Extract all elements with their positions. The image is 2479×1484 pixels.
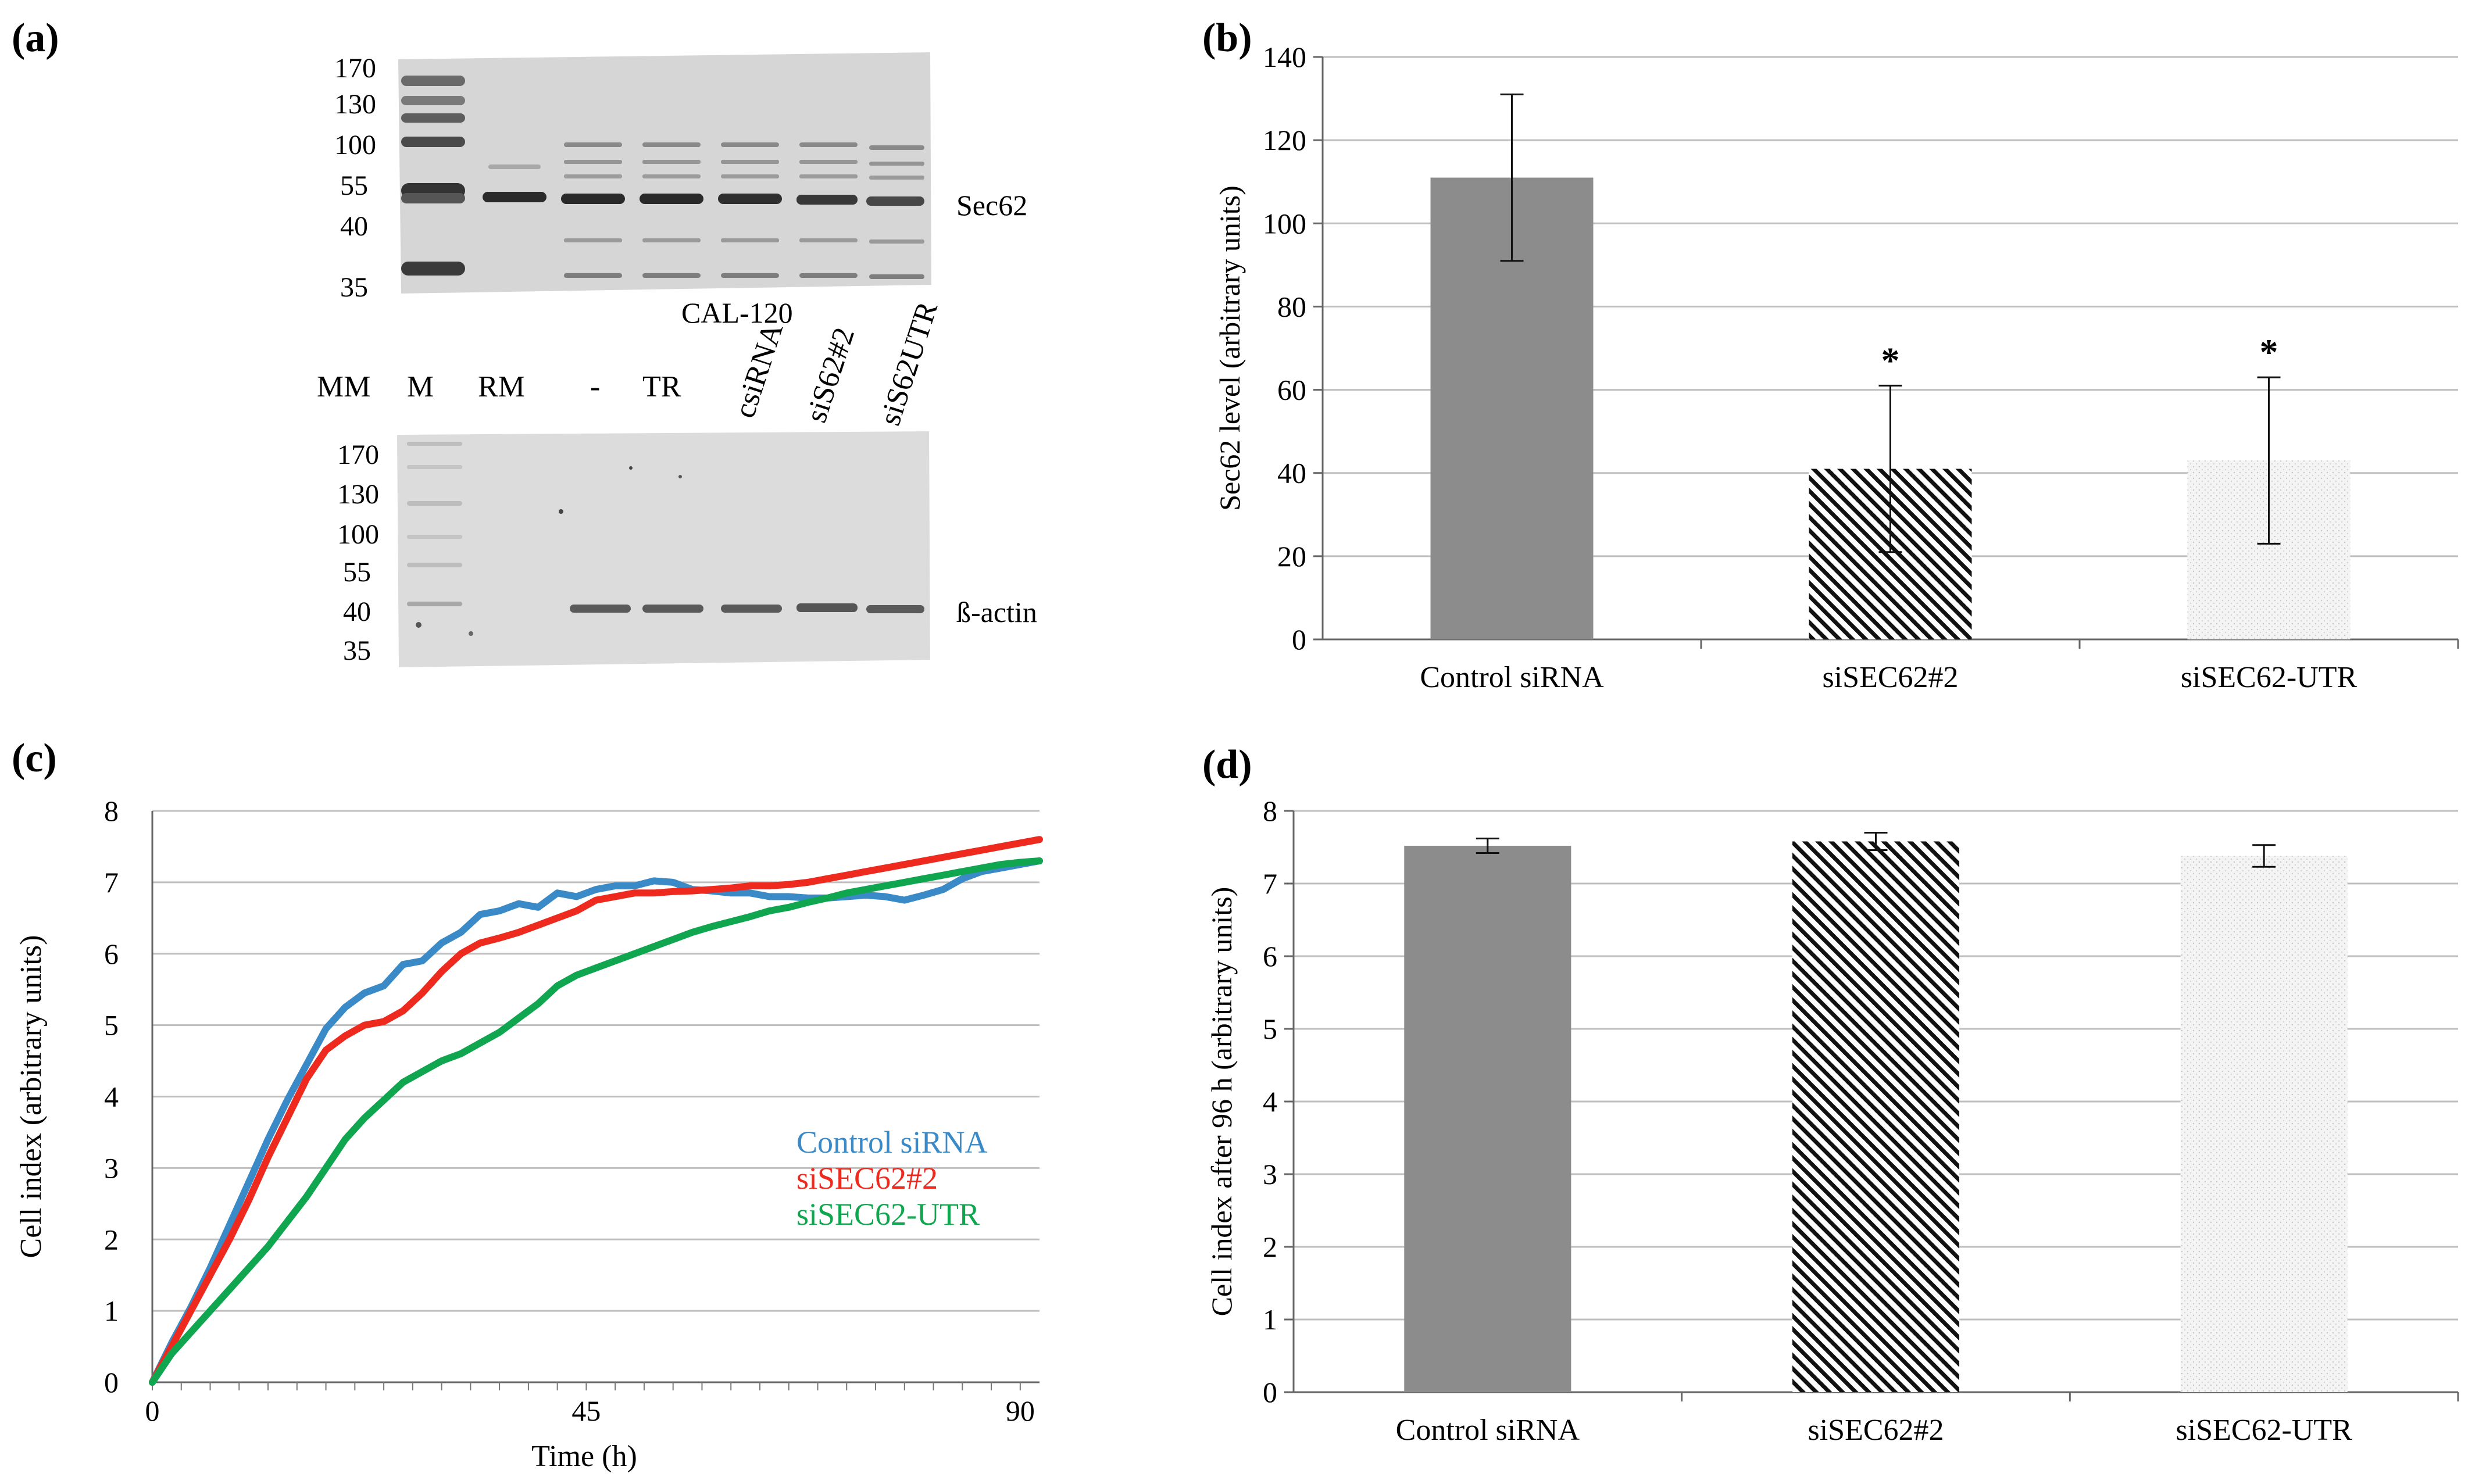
cell-line-label: CAL-120 <box>681 296 793 329</box>
category-label: Control siRNA <box>1420 661 1604 694</box>
lane-label: siS62#2 <box>799 324 861 427</box>
mw-marker: 100 <box>337 519 379 550</box>
y-tick-label: 7 <box>1263 867 1277 900</box>
y-axis-label: Sec62 level (arbitrary units) <box>1213 185 1246 511</box>
y-tick-label: 3 <box>1263 1158 1277 1190</box>
y-tick-label: 100 <box>1263 207 1306 239</box>
x-tick-label: 0 <box>145 1394 160 1427</box>
blot-sec62 <box>398 52 931 294</box>
blot-bottom-mw-markers: 170 130 100 55 40 35 <box>337 439 379 666</box>
series-line <box>149 836 1043 1386</box>
y-tick-label: 7 <box>104 866 119 899</box>
lane-label: M <box>407 370 434 403</box>
blot-protein-beta-actin: ß-actin <box>956 596 1037 628</box>
y-tick-label: 20 <box>1277 540 1306 573</box>
panel-d-label: (d) <box>1202 742 1252 787</box>
legend-entry: siSEC62-UTR <box>796 1197 980 1232</box>
series-line <box>149 857 1043 1386</box>
x-axis-label: Time (h) <box>531 1440 637 1473</box>
y-tick-label: 1 <box>104 1295 119 1327</box>
y-tick-label: 2 <box>1263 1231 1277 1263</box>
y-axis-label: Cell index (arbitrary units) <box>15 935 48 1258</box>
y-tick-label: 0 <box>1292 623 1306 656</box>
lane-label: - <box>590 370 600 403</box>
mw-marker: 40 <box>340 211 368 242</box>
panel-d-chart: 0 1 2 3 4 5 6 7 8 Control siRNA siSEC62#2 siSEC62-U… <box>1205 795 2459 1447</box>
category-label: siSEC62-UTR <box>2181 661 2357 694</box>
y-tick-label: 2 <box>104 1223 119 1256</box>
mw-marker: 100 <box>334 130 376 160</box>
category-label: siSEC62#2 <box>1822 661 1958 694</box>
bar <box>1404 846 1571 1392</box>
mw-marker: 130 <box>334 89 376 120</box>
bar <box>2180 856 2348 1392</box>
legend-entry: siSEC62#2 <box>796 1161 938 1196</box>
y-tick-label: 120 <box>1263 124 1306 156</box>
mw-marker: 130 <box>337 479 379 510</box>
category-label: siSEC62-UTR <box>2176 1414 2352 1447</box>
panel-b-label: (b) <box>1202 16 1252 60</box>
y-tick-label: 3 <box>104 1152 119 1184</box>
blot-beta-actin <box>397 431 930 667</box>
category-label: siSEC62#2 <box>1808 1414 1944 1447</box>
legend-entry: Control siRNA <box>796 1125 988 1160</box>
y-tick-label: 8 <box>104 795 119 827</box>
y-tick-label: 5 <box>1263 1013 1277 1045</box>
y-tick-label: 0 <box>1263 1376 1277 1408</box>
y-tick-label: 40 <box>1277 457 1306 489</box>
y-tick-label: 5 <box>104 1009 119 1042</box>
y-tick-label: 80 <box>1277 290 1306 323</box>
lane-label: TR <box>642 370 681 403</box>
significance-marker: * <box>1881 339 1900 381</box>
y-tick-label: 140 <box>1263 41 1306 73</box>
mw-marker: 35 <box>340 272 368 303</box>
bar <box>1792 841 1960 1392</box>
lane-label: MM <box>317 370 370 403</box>
y-tick-label: 0 <box>104 1366 119 1399</box>
mw-marker: 35 <box>343 635 371 666</box>
y-axis-label: Cell index after 96 h (arbitrary units) <box>1205 887 1238 1317</box>
lane-labels: MM M RM - TR csiRNA siS62#2 siS62UTR <box>317 298 944 430</box>
series-line <box>149 857 1043 1386</box>
y-tick-label: 1 <box>1263 1303 1277 1336</box>
y-tick-label: 60 <box>1277 374 1306 406</box>
lane-label: csiRNA <box>728 319 790 421</box>
mw-marker: 170 <box>334 53 376 84</box>
y-tick-label: 4 <box>1263 1085 1277 1118</box>
x-tick-label: 90 <box>1006 1394 1035 1427</box>
lane-label: siS62UTR <box>873 298 944 430</box>
panel-c-label: (c) <box>12 736 57 781</box>
y-tick-label: 6 <box>104 938 119 970</box>
blot-protein-sec62: Sec62 <box>956 189 1027 221</box>
y-tick-label: 8 <box>1263 795 1277 827</box>
panel-a-label: (a) <box>12 16 59 60</box>
blot-top-mw-markers: 170 130 100 55 40 35 <box>334 53 376 303</box>
y-tick-label: 6 <box>1263 940 1277 972</box>
y-tick-label: 4 <box>104 1081 119 1113</box>
x-tick-label: 45 <box>571 1394 601 1427</box>
mw-marker: 40 <box>343 596 371 627</box>
mw-marker: 55 <box>343 557 371 588</box>
mw-marker: 170 <box>337 439 379 470</box>
category-label: Control siRNA <box>1396 1414 1580 1447</box>
lane-label: RM <box>478 370 525 403</box>
mw-marker: 55 <box>340 170 368 201</box>
significance-marker: * <box>2260 331 2278 373</box>
panel-b-chart: 0 20 40 60 80 100 120 140 Control siRNA * siSEC62#… <box>1213 41 2459 694</box>
